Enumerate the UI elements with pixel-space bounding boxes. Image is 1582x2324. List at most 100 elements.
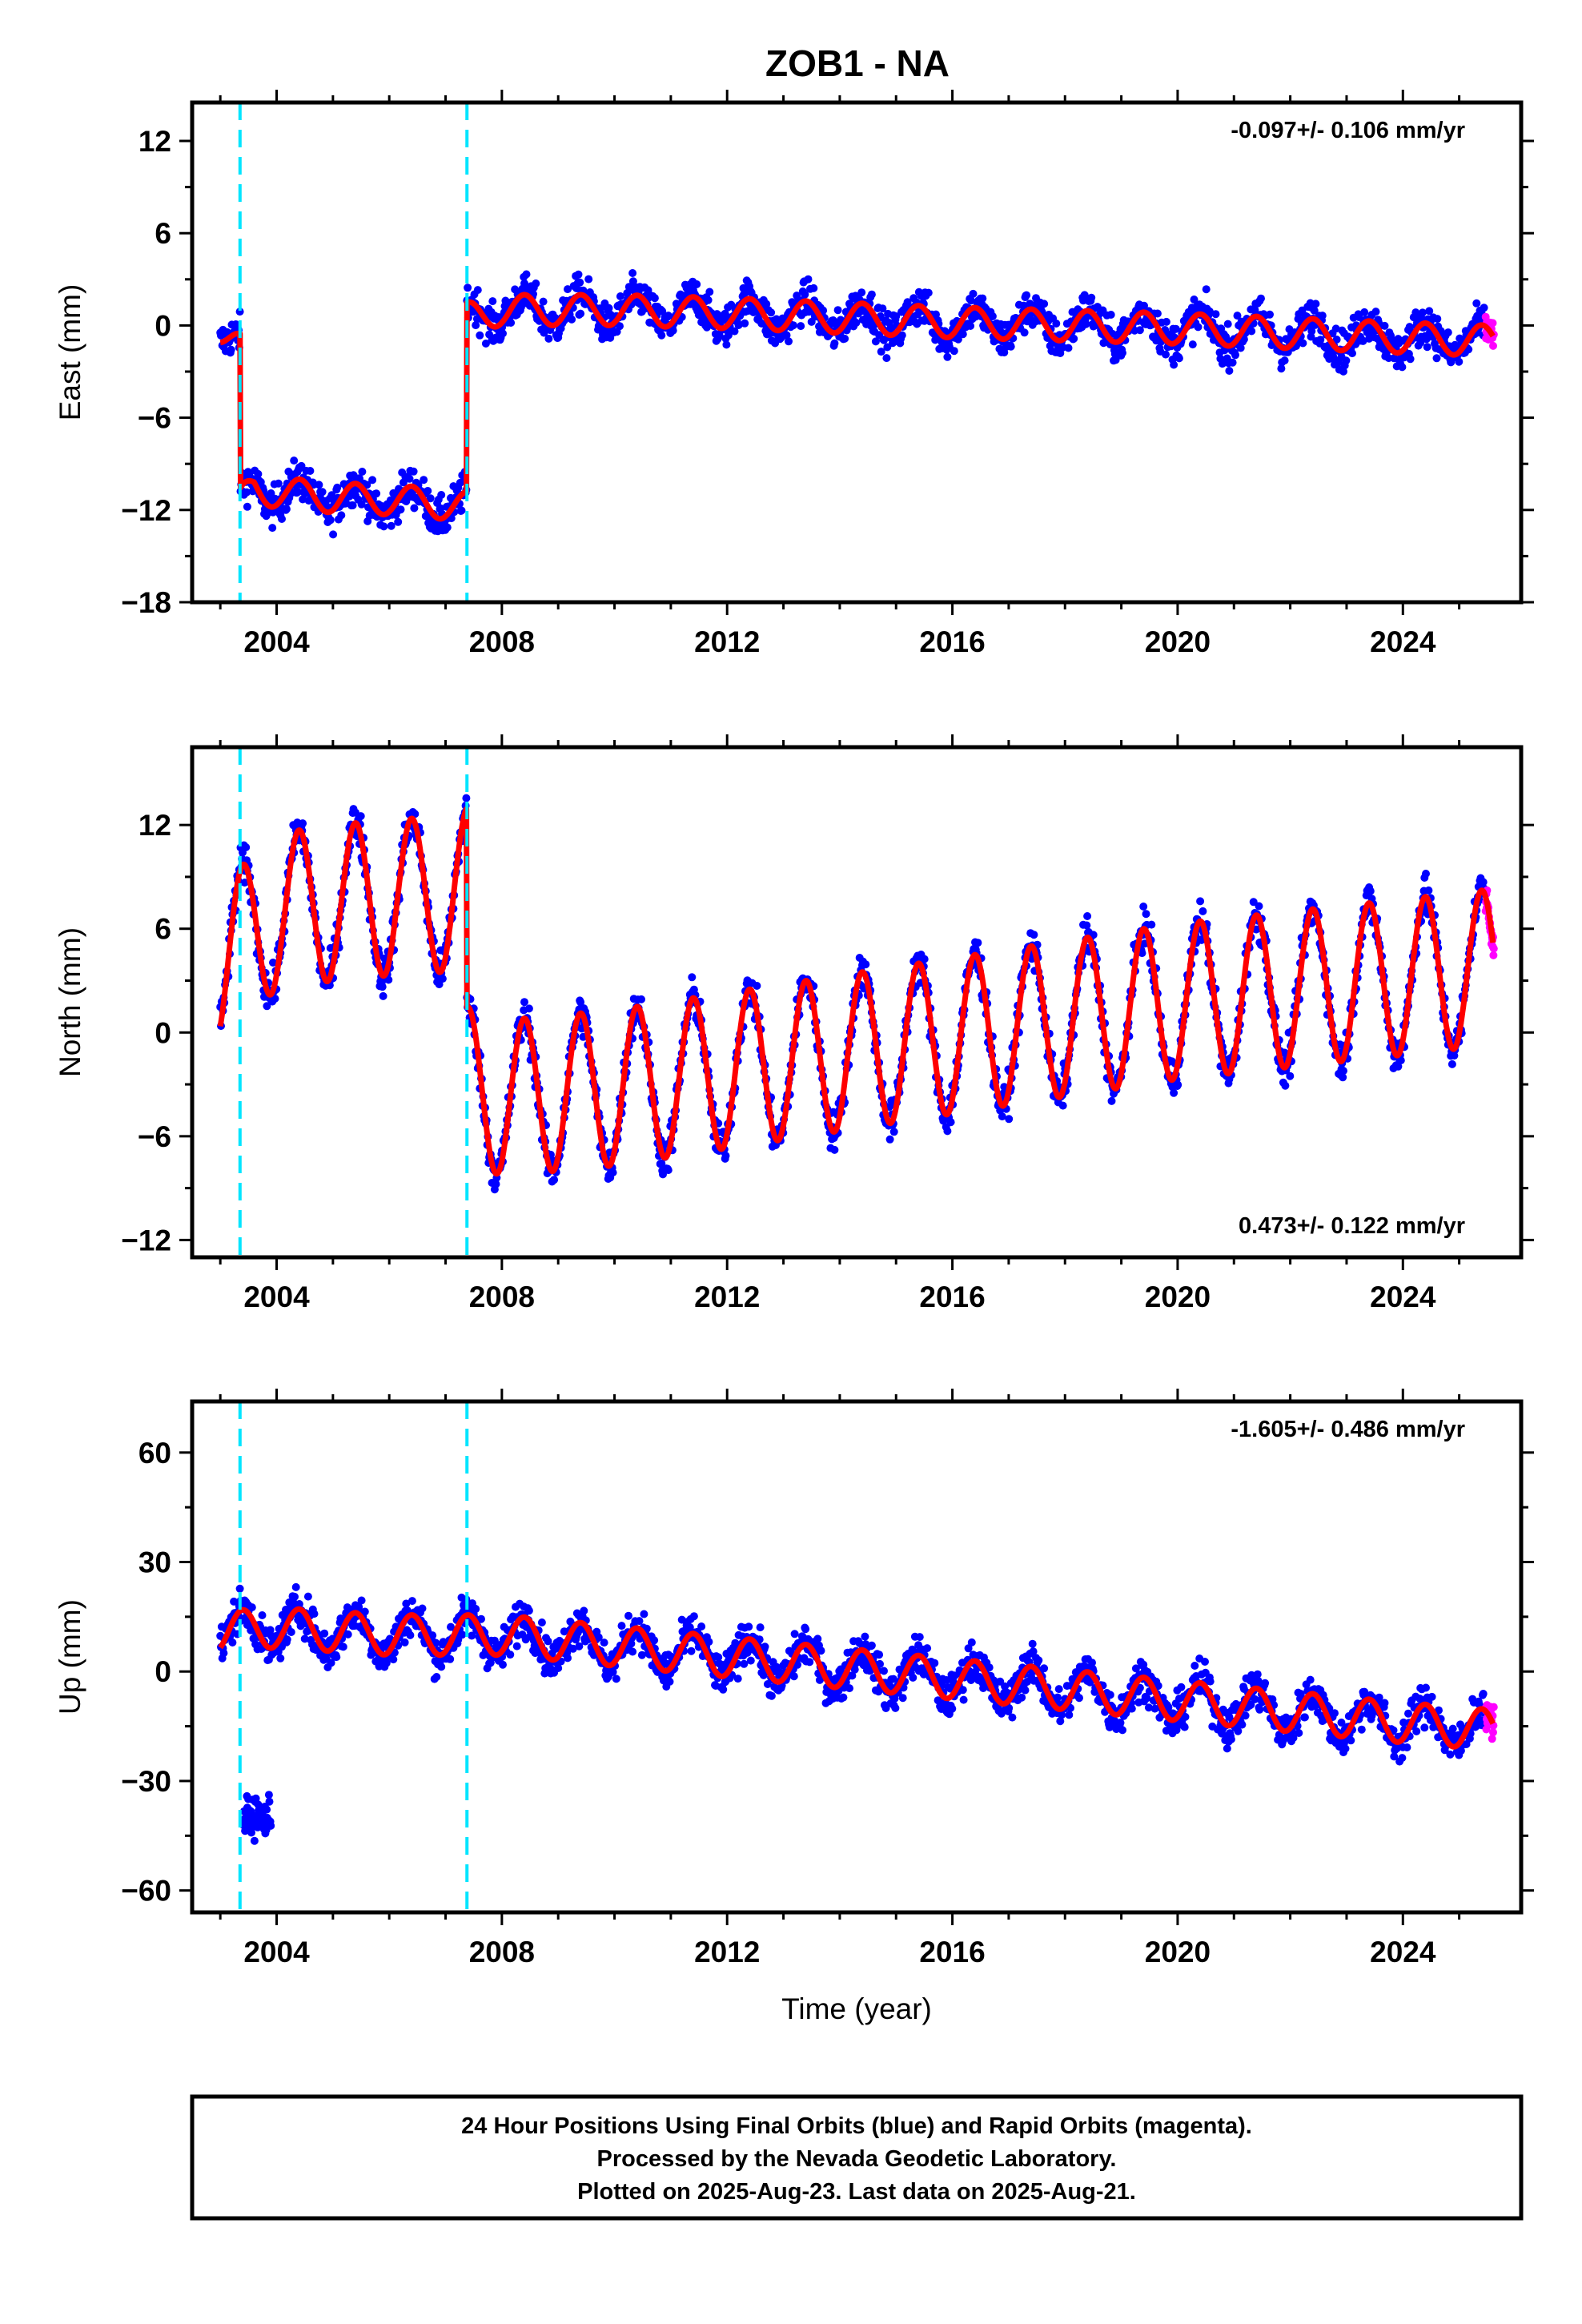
x-tick-label: 2024	[1370, 625, 1436, 658]
data-point	[1082, 921, 1091, 930]
data-point	[291, 1582, 300, 1591]
data-point	[745, 1622, 753, 1631]
data-point	[871, 337, 880, 346]
data-point	[332, 1653, 341, 1662]
data-point	[1005, 1115, 1014, 1124]
data-point	[1087, 293, 1096, 302]
data-point	[1225, 367, 1234, 375]
data-point	[861, 1632, 869, 1641]
data-point	[343, 1630, 352, 1638]
data-point	[291, 1592, 299, 1601]
data-point	[705, 1638, 713, 1647]
y-tick-label: −12	[121, 494, 171, 527]
data-point	[875, 1651, 884, 1659]
data-point	[789, 321, 797, 330]
data-point	[1030, 931, 1038, 939]
data-point	[889, 1128, 898, 1136]
data-point	[693, 280, 701, 288]
data-point	[235, 1584, 244, 1593]
data-point	[1472, 299, 1481, 308]
data-point	[969, 289, 978, 298]
data-point	[1424, 886, 1433, 895]
data-point	[1147, 920, 1156, 929]
data-point	[616, 322, 624, 331]
data-point	[1443, 328, 1452, 337]
data-point	[898, 1694, 907, 1703]
data-point	[576, 278, 584, 287]
data-point	[885, 1135, 894, 1144]
data-point	[524, 1004, 533, 1013]
y-tick-label: 12	[139, 809, 171, 842]
data-point	[819, 306, 828, 315]
x-tick-label: 2008	[469, 625, 535, 658]
data-point	[462, 794, 471, 802]
data-point	[1366, 887, 1375, 895]
rapid-data-point	[1489, 944, 1498, 953]
data-point	[254, 469, 263, 478]
data-point	[1118, 348, 1126, 357]
data-point	[852, 319, 861, 327]
data-point	[1153, 309, 1162, 318]
y-tick-label: 0	[155, 1016, 171, 1049]
data-point	[1174, 354, 1183, 363]
data-point	[1162, 317, 1170, 326]
data-point	[476, 331, 484, 340]
x-tick-label: 2016	[919, 625, 985, 658]
data-point	[348, 501, 357, 509]
data-point	[580, 1606, 588, 1615]
data-point	[368, 476, 377, 485]
data-point	[426, 494, 435, 503]
data-point	[734, 321, 743, 329]
data-point	[290, 456, 299, 465]
data-point	[797, 322, 805, 331]
data-point	[329, 530, 338, 539]
data-point	[1280, 356, 1289, 365]
data-point	[1228, 358, 1237, 367]
data-point	[437, 491, 446, 499]
x-tick-label: 2020	[1145, 1281, 1211, 1313]
data-point	[1022, 291, 1031, 300]
data-point	[988, 312, 997, 320]
data-point	[687, 1647, 696, 1655]
data-point	[1188, 340, 1197, 349]
data-point	[408, 1597, 416, 1606]
data-point	[378, 983, 387, 991]
data-point	[1202, 285, 1211, 294]
data-point	[841, 334, 849, 343]
data-point	[228, 1638, 237, 1647]
data-point	[537, 1618, 546, 1626]
data-point	[657, 331, 666, 340]
y-tick-label: −6	[138, 402, 171, 435]
data-point	[882, 354, 891, 363]
data-point	[801, 1625, 810, 1634]
y-axis-label: East (mm)	[54, 284, 86, 421]
data-point	[833, 306, 842, 315]
data-point	[804, 275, 813, 283]
data-point	[524, 1606, 533, 1615]
data-point	[379, 522, 388, 531]
data-point	[1360, 308, 1369, 316]
data-point	[966, 322, 975, 330]
data-point	[892, 312, 901, 320]
data-point	[243, 502, 251, 511]
data-point	[740, 1659, 749, 1668]
data-point	[867, 290, 876, 299]
data-point	[1020, 328, 1029, 337]
data-point	[432, 1673, 441, 1681]
data-point	[358, 468, 367, 476]
data-point	[339, 1642, 347, 1651]
data-point	[488, 297, 497, 306]
data-point	[809, 283, 818, 292]
data-point	[235, 308, 244, 316]
data-point	[283, 1635, 291, 1644]
data-point	[790, 1630, 799, 1638]
data-point	[1080, 291, 1089, 300]
data-point	[438, 975, 447, 983]
data-point	[756, 1623, 765, 1632]
data-point	[472, 321, 480, 330]
data-point	[604, 304, 613, 312]
data-point	[1231, 351, 1239, 360]
data-point	[966, 296, 975, 305]
data-point	[472, 1605, 480, 1614]
data-point	[932, 310, 940, 319]
